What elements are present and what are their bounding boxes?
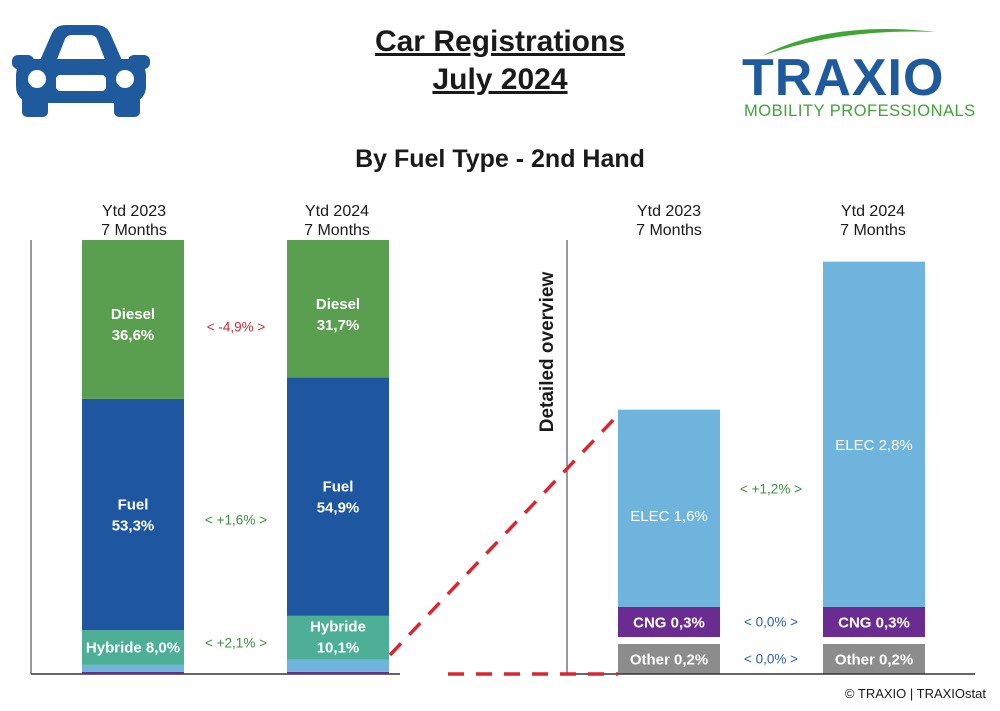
- bar-left-cng-2023: [82, 671, 184, 674]
- logo-subtitle: MOBILITY PROFESSIONALS: [744, 102, 976, 120]
- label-left-hybride-2024: Hybride 10,1%: [310, 619, 366, 657]
- title-line-1: Car Registrations: [374, 25, 626, 58]
- bar-right-other-2024: [823, 644, 925, 674]
- chart-subtitle: By Fuel Type - 2nd Hand: [355, 145, 645, 173]
- bar-left-fuel-2024: [287, 377, 389, 616]
- connector-line-top: [388, 413, 620, 657]
- bar-right-cng-2023: [618, 607, 720, 637]
- bar-left-hybride-2024: [287, 615, 389, 660]
- bar-right-elec-2023: [618, 409, 720, 607]
- bar-left-cng-2024: [287, 671, 389, 674]
- right-col-label-2023: Ytd 2023 7 Months: [636, 203, 702, 239]
- label-right-elec-2024: ELEC 2,8%: [835, 437, 913, 454]
- bar-left-diesel-2023: [82, 240, 184, 399]
- bar-left-diesel-2024: [287, 240, 389, 378]
- label-right-elec-2023: ELEC 1,6%: [630, 508, 708, 525]
- change-left-hybride: < +2,1% >: [205, 636, 267, 651]
- bar-right-other-2023: [618, 644, 720, 674]
- label-right-other-2024: Other 0,2%: [835, 651, 913, 668]
- change-right-cng: < 0,0% >: [744, 615, 798, 630]
- change-right-other: < 0,0% >: [744, 652, 798, 667]
- left-col-label-2024: Ytd 2024 7 Months: [304, 203, 370, 239]
- left-col-label-2023: Ytd 2023 7 Months: [101, 203, 167, 239]
- label-left-fuel-2024: Fuel 54,9%: [317, 478, 360, 516]
- logo-swoosh-icon: [762, 29, 936, 56]
- change-right-elec: < +1,2% >: [740, 482, 802, 497]
- change-left-fuel: < +1,6% >: [205, 513, 267, 528]
- title-line-2: July 2024: [432, 63, 568, 96]
- label-left-diesel-2024: Diesel 31,7%: [316, 296, 360, 334]
- bar-left-elec-2023: [82, 664, 184, 672]
- copyright: © TRAXIO | TRAXIOstat: [844, 686, 986, 701]
- label-left-diesel-2023: Diesel 36,6%: [111, 306, 155, 344]
- right-col-label-2024: Ytd 2024 7 Months: [840, 203, 906, 239]
- change-left-diesel: < -4,9% >: [207, 320, 266, 335]
- bar-right-cng-2024: [823, 607, 925, 637]
- bar-right-elec-2024: [823, 261, 925, 607]
- label-right-other-2023: Other 0,2%: [630, 651, 708, 668]
- bar-left-fuel-2023: [82, 398, 184, 631]
- label-right-cng-2023: CNG 0,3%: [633, 614, 705, 631]
- label-left-hybride-2023: Hybride 8,0%: [86, 639, 180, 656]
- label-right-cng-2024: CNG 0,3%: [838, 614, 910, 631]
- car-icon: [12, 25, 150, 117]
- label-left-fuel-2023: Fuel 53,3%: [112, 496, 155, 534]
- bar-left-elec-2024: [287, 659, 389, 672]
- logo-text: TRAXIO: [742, 49, 945, 107]
- bar-left-hybride-2023: [82, 630, 184, 665]
